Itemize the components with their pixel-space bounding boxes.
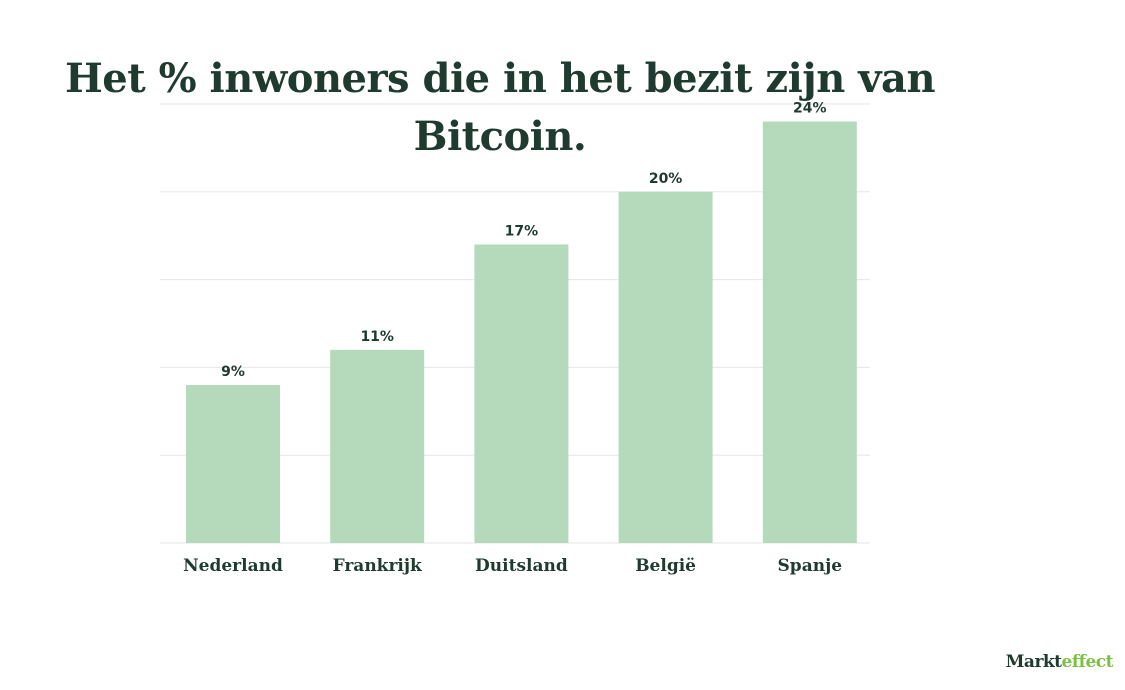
bar-0 <box>186 384 280 543</box>
bar-3 <box>618 191 713 544</box>
data-label-3: 20% <box>649 171 683 187</box>
category-label-3: België <box>635 556 696 576</box>
category-label-1: Frankrijk <box>333 556 423 576</box>
bar-2 <box>474 244 569 544</box>
data-label-1: 11% <box>360 329 394 345</box>
data-label-2: 17% <box>505 223 539 239</box>
bar-4 <box>762 121 857 543</box>
marktefect-logo: Markteffect <box>1005 652 1114 672</box>
category-label-2: Duitsland <box>475 556 568 576</box>
data-label-0: 9% <box>221 364 245 380</box>
category-label-4: Spanje <box>778 556 843 576</box>
chart-title: Het % inwoners die in het bezit zijn van… <box>64 55 936 160</box>
logo-part-effect: effect <box>1061 652 1114 672</box>
category-label-0: Nederland <box>183 556 283 576</box>
logo-part-markt: Markt <box>1005 652 1062 672</box>
data-label-4: 24% <box>793 101 827 117</box>
bar-1 <box>330 349 425 543</box>
